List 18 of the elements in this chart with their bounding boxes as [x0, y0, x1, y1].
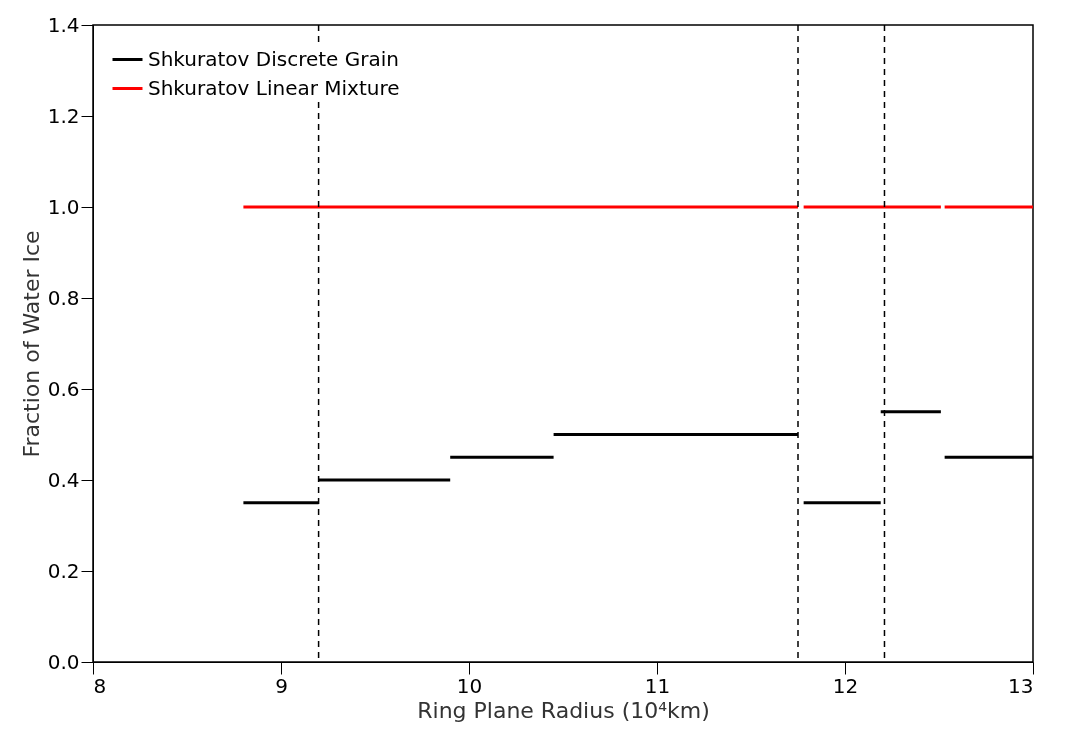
x-tick-label: 8	[93, 673, 107, 698]
legend-label: Shkuratov Linear Mixture	[148, 75, 400, 100]
y-tick-label: 0.2	[47, 558, 80, 583]
y-tick-label: 0.0	[47, 649, 80, 674]
y-tick-label: 1.4	[47, 12, 80, 37]
x-tick-label: 13	[1008, 673, 1034, 698]
y-tick-label: 0.6	[47, 376, 80, 401]
x-tick-label: 12	[832, 673, 859, 698]
x-tick-label: 9	[275, 673, 288, 698]
y-tick-label: 0.8	[47, 285, 80, 310]
y-tick-label: 1.0	[47, 194, 80, 219]
x-tick-label: 11	[644, 673, 671, 698]
y-tick-label: 1.2	[47, 103, 80, 128]
x-axis-title: Ring Plane Radius (10⁴km)	[417, 697, 710, 723]
legend-label: Shkuratov Discrete Grain	[148, 46, 399, 71]
y-tick-label: 0.4	[47, 467, 80, 492]
x-tick-label: 10	[456, 673, 483, 698]
y-axis-title: Fraction of Water Ice	[18, 230, 44, 458]
